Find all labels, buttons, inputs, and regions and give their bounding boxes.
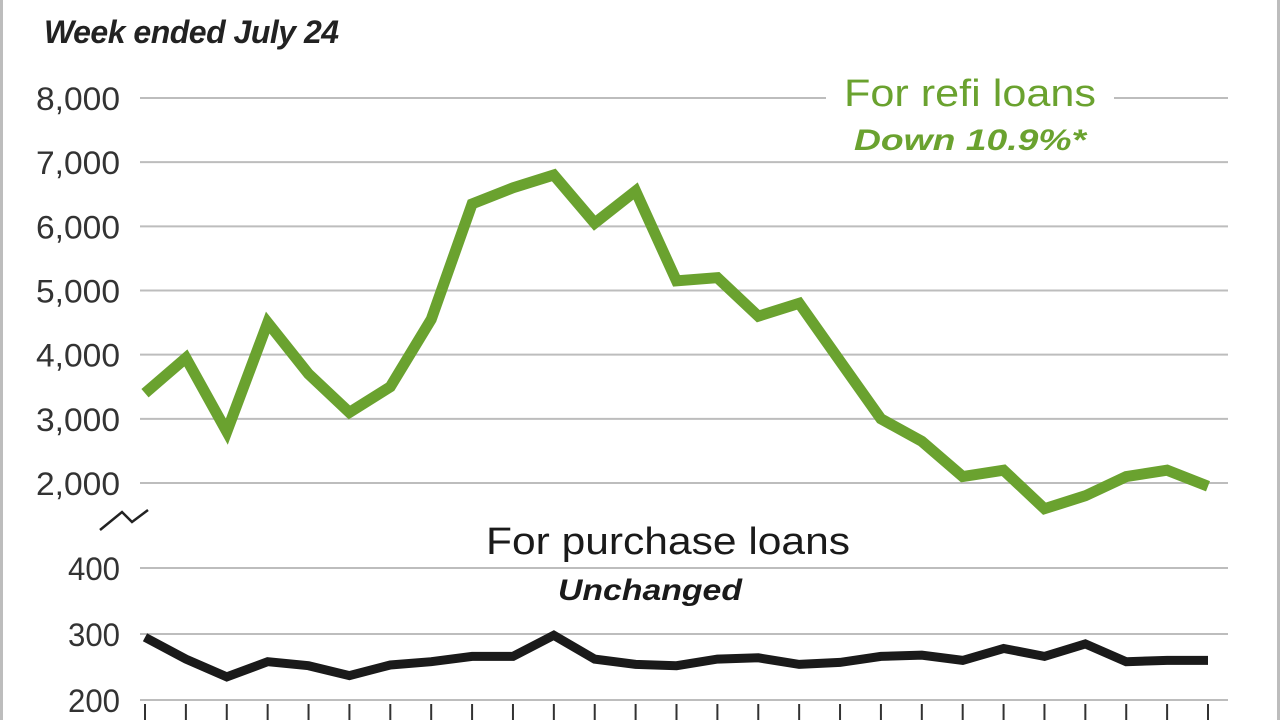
refi-y-tick-label: 2,000	[36, 466, 120, 502]
purchase-subtitle: Unchanged	[558, 574, 743, 607]
purchase-series-line	[142, 630, 1208, 682]
refi-y-tick-label: 6,000	[36, 209, 120, 245]
refi-y-tick-label: 7,000	[36, 145, 120, 181]
refi-y-tick-label: 4,000	[36, 338, 120, 374]
axis-break-marker	[99, 509, 149, 531]
purchase-y-tick-label: 300	[68, 617, 120, 653]
purchase-subtitle-backdrop	[552, 574, 748, 606]
refi-y-tick-label: 8,000	[36, 81, 120, 117]
period-label: Week ended July 24	[44, 14, 339, 50]
frame-left-border	[0, 0, 3, 720]
refi-subtitle: Down 10.9%*	[854, 124, 1088, 157]
refi-series-line	[141, 168, 1211, 515]
frame-right-border	[1277, 0, 1280, 720]
refi-title: For refi loans	[844, 73, 1096, 115]
purchase-y-tick-label: 400	[68, 551, 120, 587]
refi-y-tick-label: 5,000	[36, 274, 120, 310]
refi-title-backdrop	[826, 73, 1114, 114]
purchase-y-tick-label: 200	[68, 683, 120, 719]
purchase-title: For purchase loans	[486, 521, 850, 563]
refi-y-tick-label: 3,000	[36, 402, 120, 438]
